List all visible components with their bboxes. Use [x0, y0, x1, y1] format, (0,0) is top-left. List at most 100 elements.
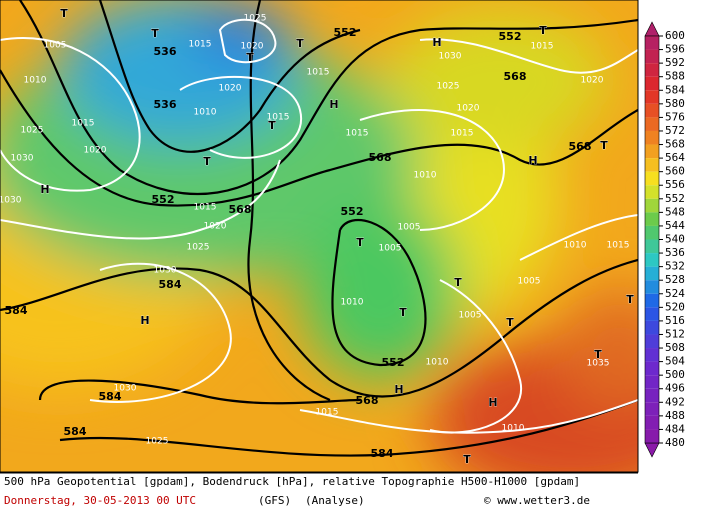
colorbar-segment	[645, 388, 659, 403]
footer-copyright: © www.wetter3.de	[484, 494, 590, 507]
colorbar-segment	[645, 348, 659, 362]
colorbar-cap	[644, 21, 660, 37]
isobar-label: 1015	[72, 119, 95, 129]
colorbar-label: 596	[665, 43, 685, 56]
colorbar-label: 532	[665, 260, 685, 273]
colorbar-label: 480	[665, 436, 685, 449]
colorbar-segment	[645, 49, 659, 64]
isobar-label: 1015	[531, 42, 554, 52]
pressure-center: T	[539, 24, 547, 37]
colorbar-label: 600	[665, 29, 685, 42]
contour-label: 552	[499, 30, 522, 43]
contour-label: 552	[152, 193, 175, 206]
isobar-label: 1030	[0, 196, 22, 206]
colorbar-segment	[645, 225, 659, 240]
colorbar-label: 500	[665, 368, 685, 381]
contour-label: 584	[159, 278, 182, 291]
colorbar-label: 572	[665, 124, 685, 137]
pressure-center: T	[626, 293, 634, 306]
isobar-label: 1020	[204, 222, 227, 232]
pressure-center: T	[454, 276, 462, 289]
contour-label: 584	[371, 447, 394, 460]
isobar-label: 1010	[194, 108, 217, 118]
colorbar-segment	[645, 361, 659, 376]
isobar-label: 1010	[502, 424, 525, 434]
contour-label: 552	[334, 26, 357, 39]
isobar-label: 1015	[316, 408, 339, 418]
pressure-center: T	[246, 51, 254, 64]
isobar-label: 1025	[244, 14, 267, 24]
isobar-label: 1010	[24, 76, 47, 86]
contour-label: 568	[356, 394, 379, 407]
colorbar-label: 588	[665, 70, 685, 83]
colorbar-segment	[645, 212, 659, 226]
pressure-center: H	[329, 98, 338, 111]
isobar-label: 1020	[581, 76, 604, 86]
pressure-center: T	[463, 453, 471, 466]
colorbar-label: 516	[665, 314, 685, 327]
isobar-label: 1005	[518, 277, 541, 287]
pressure-center: T	[151, 27, 159, 40]
colorbar-label: 556	[665, 178, 685, 191]
footer-analysis: (Analyse)	[305, 494, 365, 507]
colorbar-segment	[645, 63, 659, 77]
colorbar-label: 484	[665, 422, 685, 435]
colorbar-segment	[645, 130, 659, 145]
colorbar-label: 488	[665, 409, 685, 422]
colorbar-label: 580	[665, 97, 685, 110]
isobar-label: 1010	[414, 171, 437, 181]
isobar-label: 1010	[341, 298, 364, 308]
isobar-label: 1025	[187, 243, 210, 253]
footer-date: Donnerstag, 30-05-2013 00 UTC	[4, 494, 196, 507]
isobar-label: 1015	[267, 113, 290, 123]
pressure-center: H	[528, 154, 537, 167]
pressure-center: T	[296, 37, 304, 50]
colorbar-segment	[645, 76, 659, 91]
colorbar-segment	[645, 334, 659, 349]
colorbar-label: 564	[665, 151, 685, 164]
pressure-center: T	[600, 139, 608, 152]
colorbar-segment	[645, 320, 659, 335]
geopotential-contours	[0, 0, 638, 457]
isobar-label: 1005	[44, 41, 67, 51]
colorbar-label: 544	[665, 219, 685, 232]
pressure-center: T	[356, 236, 364, 249]
colorbar-label: 576	[665, 110, 685, 123]
isobar-label: 1020	[241, 42, 264, 52]
colorbar-label: 536	[665, 246, 685, 259]
map-area: 536 536 552 552 568 552 568 552 568 568 584 584 584 5…	[0, 0, 638, 472]
isobar-label: 1020	[457, 104, 480, 114]
isobar-label: 1020	[84, 146, 107, 156]
colorbar-segment	[645, 239, 659, 254]
isobar-label: 1015	[307, 68, 330, 78]
isobar-label: 1005	[398, 223, 421, 233]
isobar-label: 1015	[451, 129, 474, 139]
pressure-center: H	[488, 396, 497, 409]
contour-label: 568	[504, 70, 527, 83]
isobar-label: 1010	[564, 241, 587, 251]
colorbar-label: 524	[665, 287, 685, 300]
colorbar-label: 512	[665, 327, 685, 340]
colorbar-label: 560	[665, 165, 685, 178]
contour-label: 552	[341, 205, 364, 218]
colorbar-label: 568	[665, 138, 685, 151]
isobar-label: 1010	[426, 358, 449, 368]
colorbar-label: 592	[665, 56, 685, 69]
contour-label: 568	[569, 140, 592, 153]
colorbar-label: 520	[665, 300, 685, 313]
isobar-label: 1030	[11, 154, 34, 164]
isobar-label: 1030	[114, 384, 137, 394]
colorbar-label: 540	[665, 233, 685, 246]
map-frame	[0, 0, 639, 473]
colorbar-segment	[645, 402, 659, 416]
colorbar-segment	[645, 144, 659, 159]
contour-label: 568	[229, 203, 252, 216]
colorbar-segment	[645, 375, 659, 389]
colorbar-label: 492	[665, 395, 685, 408]
colorbar-label: 584	[665, 83, 685, 96]
contour-label: 536	[154, 45, 177, 58]
pressure-contours	[0, 18, 638, 434]
pressure-center: T	[594, 348, 602, 361]
colorbar-label: 552	[665, 192, 685, 205]
contour-label: 584	[5, 304, 28, 317]
